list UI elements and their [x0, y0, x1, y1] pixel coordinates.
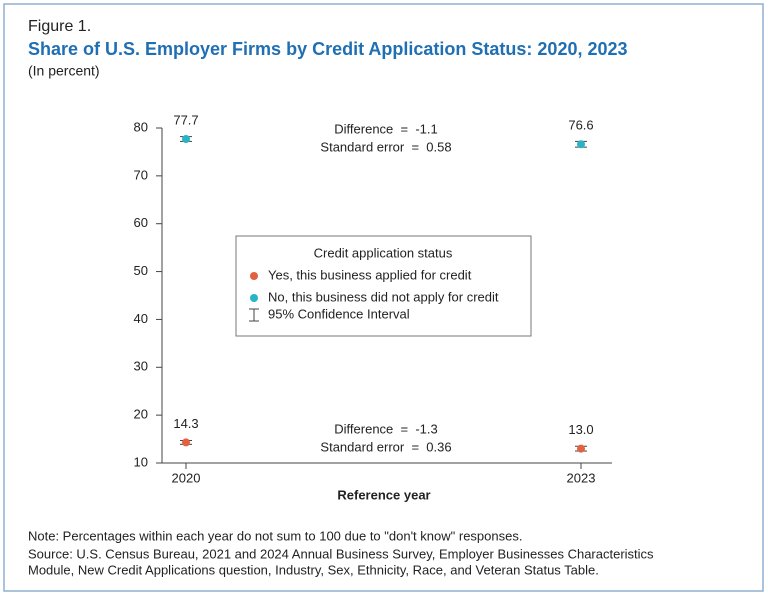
annotation: Difference = -1.1	[334, 121, 437, 136]
y-tick-label: 80	[134, 119, 148, 134]
source: Module, New Credit Applications question…	[28, 562, 599, 577]
annotation: Difference = -1.3	[334, 421, 437, 436]
legend-box	[235, 235, 532, 337]
dot	[577, 444, 585, 453]
x-tick-label: 2020	[172, 470, 201, 485]
y-tick-label: 20	[134, 407, 148, 422]
y-tick-label: 60	[134, 215, 148, 230]
annotation: Standard error = 0.36	[320, 439, 451, 454]
value-label: 76.6	[568, 118, 593, 133]
frame	[3, 3, 764, 592]
x-axis-label: Reference year	[337, 487, 430, 502]
figure-label: Figure 1.	[28, 18, 91, 35]
legend-label: 95% Confidence Interval	[268, 306, 410, 321]
x-tick-label: 2023	[567, 470, 596, 485]
legend-marker	[250, 272, 258, 280]
annotation: Standard error = 0.58	[320, 139, 451, 154]
value-label: 77.7	[173, 112, 198, 127]
y-tick-label: 40	[134, 311, 148, 326]
legend-marker	[250, 294, 258, 302]
value-label: 13.0	[568, 422, 593, 437]
note: Note: Percentages within each year do no…	[28, 528, 522, 543]
y-tick-label: 30	[134, 359, 148, 374]
legend-label: Yes, this business applied for credit	[268, 267, 472, 282]
chart-title: Share of U.S. Employer Firms by Credit A…	[28, 39, 628, 59]
y-tick-label: 70	[134, 167, 148, 182]
legend-title: Credit application status	[314, 245, 453, 260]
source: Source: U.S. Census Bureau, 2021 and 202…	[28, 546, 654, 561]
y-tick-label: 50	[134, 263, 148, 278]
y-tick-label: 10	[134, 454, 148, 469]
dot	[182, 135, 190, 144]
value-label: 14.3	[173, 416, 198, 431]
subtitle: (In percent)	[28, 63, 100, 79]
legend-label: No, this business did not apply for cred…	[268, 289, 499, 304]
dot	[182, 438, 190, 447]
dot	[577, 140, 585, 149]
